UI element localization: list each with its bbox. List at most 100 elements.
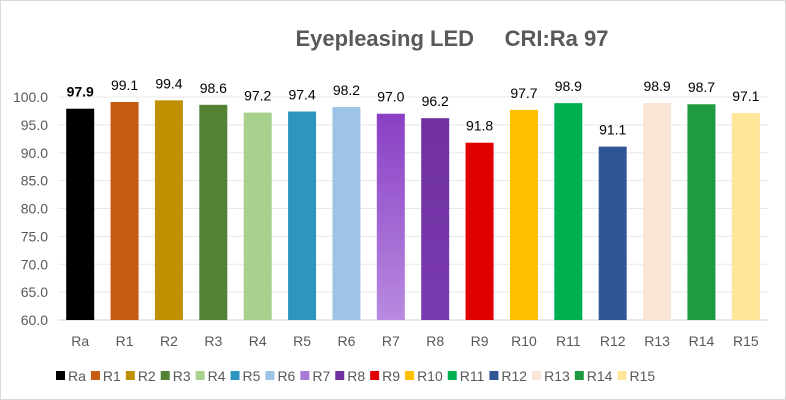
y-tick-label: 100.0 xyxy=(13,89,48,105)
legend-item: R12 xyxy=(489,368,527,384)
legend-swatch xyxy=(405,371,415,380)
x-tick-label: Ra xyxy=(71,333,89,349)
x-tick-label: R3 xyxy=(204,333,222,349)
legend-item: R8 xyxy=(335,368,365,384)
legend-swatch xyxy=(125,371,135,380)
data-label: 98.9 xyxy=(643,78,670,94)
legend-item: Ra xyxy=(56,368,86,384)
legend-label: R9 xyxy=(382,368,400,384)
x-tick-label: R1 xyxy=(116,333,134,349)
bar-r12 xyxy=(598,146,627,320)
bar-r9 xyxy=(465,142,494,320)
legend-label: R3 xyxy=(173,368,191,384)
legend-swatch xyxy=(447,371,457,380)
legend-label: R11 xyxy=(460,368,485,384)
y-tick-label: 80.0 xyxy=(21,201,48,217)
x-tick-label: R8 xyxy=(426,333,444,349)
x-tick-label: R9 xyxy=(471,333,489,349)
legend-label: R10 xyxy=(417,368,443,384)
legend-item: R4 xyxy=(195,368,226,384)
legend-swatch xyxy=(56,371,65,380)
x-tick-label: R6 xyxy=(337,333,355,349)
data-label: 98.9 xyxy=(555,78,582,94)
bar-r13 xyxy=(643,103,672,320)
data-label: 97.4 xyxy=(288,86,315,102)
legend-label: R6 xyxy=(277,368,295,384)
legend-swatch xyxy=(230,371,240,380)
legend-swatch xyxy=(265,371,275,380)
data-label: 99.4 xyxy=(155,75,182,91)
data-label: 98.2 xyxy=(333,82,360,98)
legend-item: R13 xyxy=(532,368,570,384)
x-tick-label: R14 xyxy=(689,333,715,349)
legend-swatch xyxy=(370,371,380,380)
bar-r1 xyxy=(110,102,139,320)
y-tick-label: 60.0 xyxy=(21,312,48,328)
data-label: 97.2 xyxy=(244,88,271,104)
legend-item: R15 xyxy=(617,368,655,384)
bar-r14 xyxy=(687,104,716,320)
legend-item: R14 xyxy=(574,368,613,384)
bar-r6 xyxy=(332,107,361,320)
legend-swatch xyxy=(489,371,499,380)
bar-r3 xyxy=(199,104,228,321)
legend-item: R2 xyxy=(125,368,156,384)
y-tick-label: 95.0 xyxy=(21,117,48,133)
data-label: 91.1 xyxy=(599,122,626,138)
legend-item: R9 xyxy=(370,368,400,384)
data-label: 96.2 xyxy=(422,93,449,109)
legend-label: R15 xyxy=(629,368,655,384)
data-label: 97.1 xyxy=(732,88,759,104)
legend-item: R3 xyxy=(160,368,191,384)
bar-ra xyxy=(66,108,95,321)
legend-swatch xyxy=(90,371,100,380)
legend-label: R7 xyxy=(312,368,330,384)
y-tick-label: 85.0 xyxy=(21,173,48,189)
data-label: 98.7 xyxy=(688,79,715,95)
legend-item: R1 xyxy=(90,368,121,384)
y-tick-label: 65.0 xyxy=(21,284,48,300)
legend-swatch xyxy=(300,371,310,380)
bar-r7 xyxy=(376,113,405,320)
data-label: 97.7 xyxy=(510,85,537,101)
data-label: 97.0 xyxy=(377,89,404,105)
legend-label: Ra xyxy=(68,368,86,384)
bar-r2 xyxy=(154,100,183,320)
legend-swatch xyxy=(335,371,345,380)
legend-label: R13 xyxy=(544,368,570,384)
data-label: 98.6 xyxy=(200,80,227,96)
legend-label: R2 xyxy=(138,368,156,384)
y-tick-label: 70.0 xyxy=(21,256,48,272)
x-tick-label: R4 xyxy=(249,333,267,349)
legend-label: R12 xyxy=(501,368,527,384)
legend-swatch xyxy=(617,371,627,380)
bar-r8 xyxy=(421,118,450,320)
data-label: 99.1 xyxy=(111,77,138,93)
legend-item: R5 xyxy=(230,368,261,384)
x-tick-label: R13 xyxy=(644,333,670,349)
legend-swatch xyxy=(574,371,584,380)
legend-label: R8 xyxy=(347,368,365,384)
legend-swatch xyxy=(532,371,542,380)
data-label: 97.9 xyxy=(67,84,94,100)
legend-label: R14 xyxy=(587,368,613,384)
bar-r5 xyxy=(288,111,317,321)
y-tick-label: 90.0 xyxy=(21,145,48,161)
y-tick-label: 75.0 xyxy=(21,228,48,244)
bar-r11 xyxy=(554,103,583,320)
data-label: 91.8 xyxy=(466,118,493,134)
x-tick-label: R10 xyxy=(511,333,537,349)
x-tick-label: R15 xyxy=(733,333,759,349)
chart-title: Eyepleasing LED CRI:Ra 97 xyxy=(296,26,609,51)
bar-r4 xyxy=(243,112,272,320)
bar-r15 xyxy=(731,113,760,320)
x-tick-label: R5 xyxy=(293,333,311,349)
x-tick-label: R11 xyxy=(556,333,581,349)
bar-r10 xyxy=(509,109,538,320)
legend-swatch xyxy=(195,371,205,380)
legend-label: R5 xyxy=(243,368,261,384)
x-tick-label: R7 xyxy=(382,333,400,349)
legend-item: R6 xyxy=(265,368,296,384)
legend-item: R7 xyxy=(300,368,330,384)
